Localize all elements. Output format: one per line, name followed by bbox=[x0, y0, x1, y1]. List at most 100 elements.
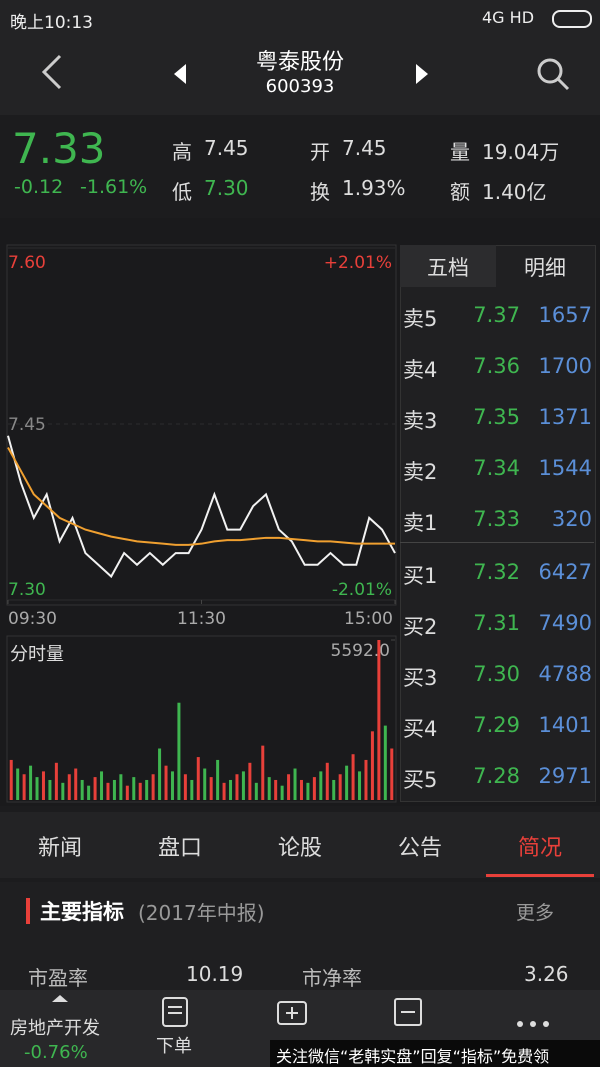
volume-bar bbox=[383, 725, 387, 800]
volume-bar bbox=[22, 774, 26, 800]
book-price: 7.31 bbox=[473, 611, 520, 635]
volume-bar bbox=[119, 774, 123, 800]
prev-stock[interactable] bbox=[170, 62, 190, 86]
y-tick-label: 7.60 bbox=[8, 253, 46, 273]
volume-bar bbox=[312, 777, 316, 800]
price-line bbox=[7, 446, 395, 546]
pb-value: 3.26 bbox=[524, 962, 569, 986]
volume-bar bbox=[209, 777, 213, 800]
volume-bar bbox=[274, 779, 278, 800]
volume-bar bbox=[390, 748, 394, 800]
volume-bar bbox=[261, 745, 265, 800]
stat-value: 7.30 bbox=[204, 176, 249, 200]
book-side: 买1 bbox=[403, 564, 438, 588]
order-icon[interactable] bbox=[160, 996, 190, 1028]
volume-bar bbox=[364, 759, 368, 800]
up-arrow bbox=[52, 995, 68, 1002]
tab[interactable]: 公告 bbox=[397, 836, 442, 861]
book-volume: 1657 bbox=[538, 303, 592, 327]
volume-bar bbox=[351, 754, 355, 800]
book-side: 买3 bbox=[403, 666, 438, 690]
sector-change: -0.76% bbox=[24, 1042, 88, 1063]
volume-bar bbox=[196, 757, 200, 800]
intraday-chart: +2.01% -2.01% 分时量 7.60 7.45 7.30 09:30 11:30… bbox=[6, 244, 397, 803]
book-side: 买5 bbox=[403, 768, 438, 792]
volume-bar bbox=[54, 762, 58, 800]
volume-bar bbox=[319, 771, 323, 800]
tab[interactable]: 论股 bbox=[277, 836, 322, 861]
section-title: 主要指标 bbox=[40, 900, 124, 924]
book-side: 卖5 bbox=[403, 307, 438, 331]
volume-bar bbox=[9, 759, 13, 800]
volume-bar bbox=[138, 782, 142, 800]
volume-bar bbox=[158, 748, 162, 800]
volume-bar bbox=[93, 777, 97, 800]
price-frame bbox=[6, 244, 397, 606]
book-price: 7.30 bbox=[473, 662, 520, 686]
volume-bar bbox=[16, 768, 20, 800]
stock-code: 600393 bbox=[265, 76, 335, 97]
volume-bar bbox=[338, 774, 342, 800]
volume-bar bbox=[151, 774, 155, 800]
volume-bar bbox=[216, 759, 220, 800]
remove-icon[interactable] bbox=[392, 996, 424, 1028]
book-tab[interactable]: 明细 bbox=[524, 256, 566, 280]
volume-bar bbox=[61, 782, 65, 800]
stat-label: 量 bbox=[450, 140, 470, 164]
watermark: 关注微信“老韩实盘”回复“指标”免费领 bbox=[276, 1047, 550, 1066]
y-tick-label: 7.45 bbox=[8, 415, 46, 435]
book-side: 买2 bbox=[403, 615, 438, 639]
add-icon[interactable] bbox=[275, 996, 309, 1028]
tab[interactable]: 盘口 bbox=[157, 836, 202, 861]
tab[interactable]: 简况 bbox=[517, 836, 562, 861]
volume-bar bbox=[377, 640, 381, 800]
volume-bar bbox=[222, 782, 226, 800]
stat-label: 低 bbox=[172, 180, 192, 204]
book-divider bbox=[400, 542, 594, 543]
volume-bar bbox=[177, 702, 181, 800]
book-volume: 1371 bbox=[538, 405, 592, 429]
book-volume: 7490 bbox=[538, 611, 592, 635]
volume-bar bbox=[164, 765, 168, 800]
tab[interactable]: 新闻 bbox=[37, 836, 82, 861]
volume-bar bbox=[299, 779, 303, 800]
book-volume: 1401 bbox=[538, 713, 592, 737]
section-marker bbox=[26, 898, 30, 924]
book-side: 卖3 bbox=[403, 409, 438, 433]
volume-max-label: 5592.0 bbox=[331, 641, 390, 661]
sector-name[interactable]: 房地产开发 bbox=[10, 1018, 100, 1039]
book-side: 卖1 bbox=[403, 511, 438, 535]
volume-frame bbox=[6, 635, 397, 803]
book-side: 买4 bbox=[403, 717, 438, 741]
next-stock[interactable] bbox=[412, 62, 432, 86]
volume-bar bbox=[112, 779, 116, 800]
book-tab[interactable]: 五档 bbox=[427, 256, 469, 280]
volume-bar bbox=[332, 779, 336, 800]
book-price: 7.28 bbox=[473, 764, 520, 788]
back-button[interactable] bbox=[36, 52, 66, 92]
section bbox=[0, 882, 600, 992]
book-price: 7.37 bbox=[473, 303, 520, 327]
stat-value: 1.93% bbox=[342, 176, 406, 200]
volume-bar bbox=[293, 768, 297, 800]
order-label[interactable]: 下单 bbox=[156, 1036, 192, 1057]
volume-bar bbox=[345, 765, 349, 800]
volume-bar bbox=[80, 779, 84, 800]
book-price: 7.33 bbox=[473, 507, 520, 531]
volume-bar bbox=[87, 785, 91, 800]
search-button[interactable] bbox=[535, 56, 571, 92]
book-bg bbox=[400, 245, 596, 802]
volume-bar bbox=[106, 782, 110, 800]
book-side: 卖4 bbox=[403, 358, 438, 382]
volume-bar bbox=[203, 768, 207, 800]
volume-bar bbox=[248, 762, 252, 800]
pe-value: 10.19 bbox=[186, 962, 244, 986]
more-menu[interactable] bbox=[515, 1018, 555, 1030]
more-link[interactable]: 更多 bbox=[516, 902, 555, 924]
book-volume: 1544 bbox=[538, 456, 592, 480]
volume-bar bbox=[67, 774, 71, 800]
x-tick-label: 15:00 bbox=[344, 609, 393, 629]
x-tick-label: 09:30 bbox=[8, 609, 57, 629]
volume-bar bbox=[306, 782, 310, 800]
